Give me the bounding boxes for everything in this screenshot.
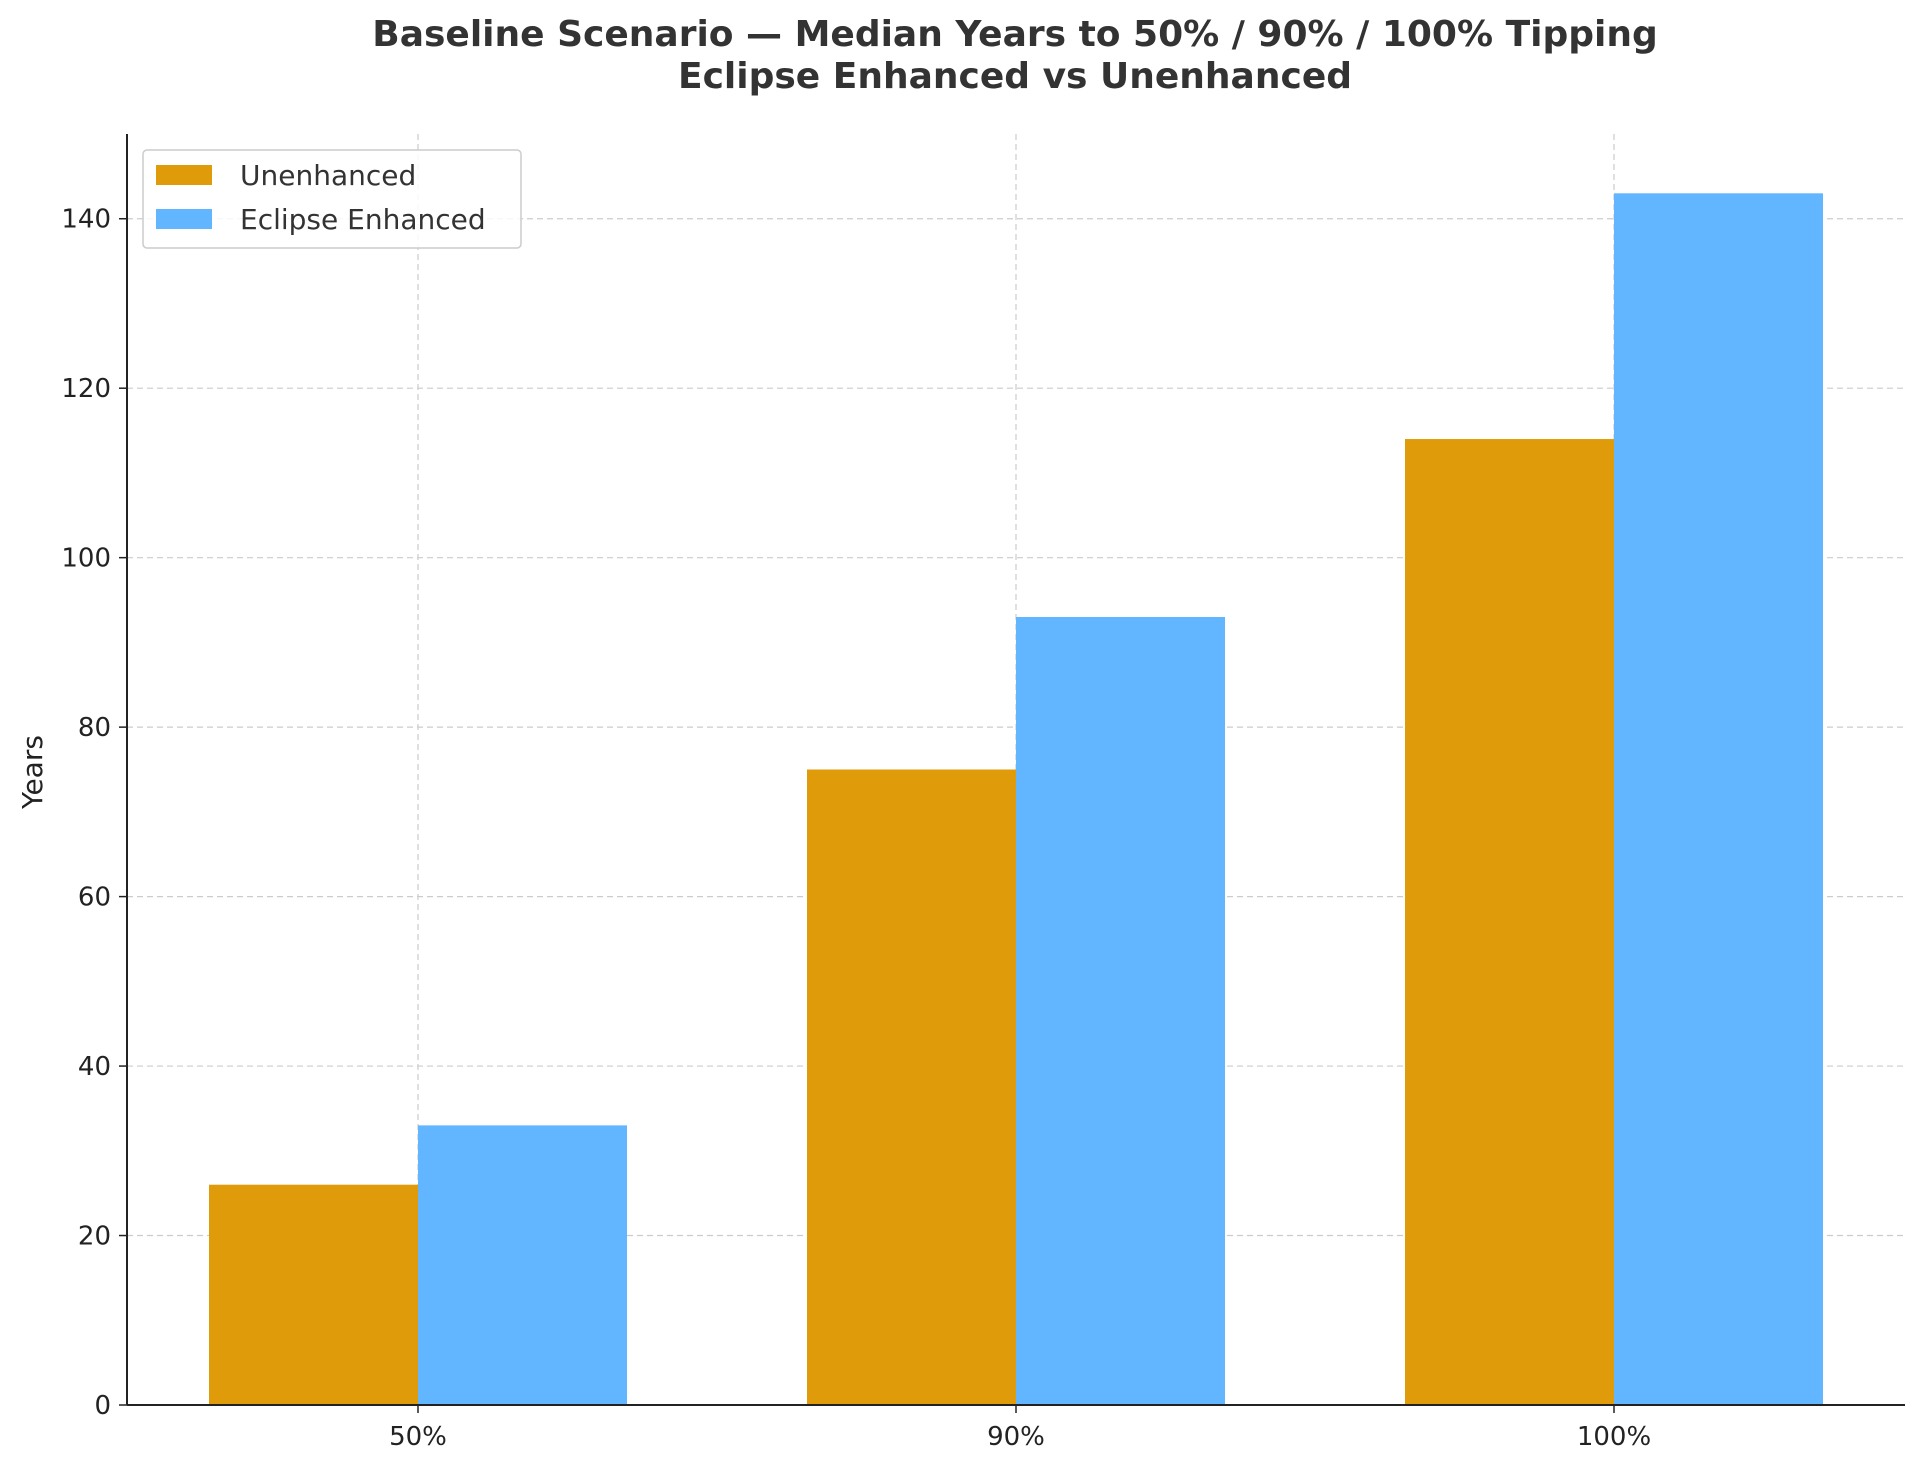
- y-tick-label: 20: [78, 1222, 111, 1252]
- legend: Unenhanced Eclipse Enhanced: [142, 149, 522, 249]
- legend-label-unenhanced: Unenhanced: [240, 159, 416, 192]
- y-tick-label: 0: [94, 1391, 111, 1421]
- ticks-layer: 0 20 40 60 80 100 120 140 50% 90% 100%: [61, 205, 1651, 1452]
- y-tick-label: 60: [78, 883, 111, 913]
- bar-eclipse-enhanced-90pct: [1016, 616, 1225, 1405]
- bar-eclipse-enhanced-100pct: [1614, 193, 1823, 1405]
- bar-unenhanced-90pct: [807, 769, 1016, 1405]
- y-tick-label: 120: [61, 374, 111, 404]
- y-tick-label: 140: [61, 205, 111, 235]
- legend-box: [142, 149, 522, 249]
- chart-title: Baseline Scenario — Median Years to 50% …: [372, 14, 1658, 55]
- bar-eclipse-enhanced-50pct: [418, 1125, 627, 1405]
- bars-layer: [209, 193, 1823, 1405]
- legend-label-eclipse-enhanced: Eclipse Enhanced: [240, 203, 486, 236]
- bar-unenhanced-50pct: [209, 1184, 418, 1405]
- bar-unenhanced-100pct: [1405, 439, 1614, 1405]
- chart-subtitle: Eclipse Enhanced vs Unenhanced: [678, 56, 1352, 97]
- x-tick-label: 90%: [987, 1422, 1045, 1452]
- y-axis-label: Years: [16, 735, 49, 810]
- legend-swatch-eclipse-enhanced: [156, 209, 212, 229]
- x-tick-label: 50%: [389, 1422, 447, 1452]
- y-tick-label: 40: [78, 1052, 111, 1082]
- legend-swatch-unenhanced: [156, 165, 212, 185]
- x-tick-label: 100%: [1577, 1422, 1651, 1452]
- y-tick-label: 80: [78, 713, 111, 743]
- y-tick-label: 100: [61, 544, 111, 574]
